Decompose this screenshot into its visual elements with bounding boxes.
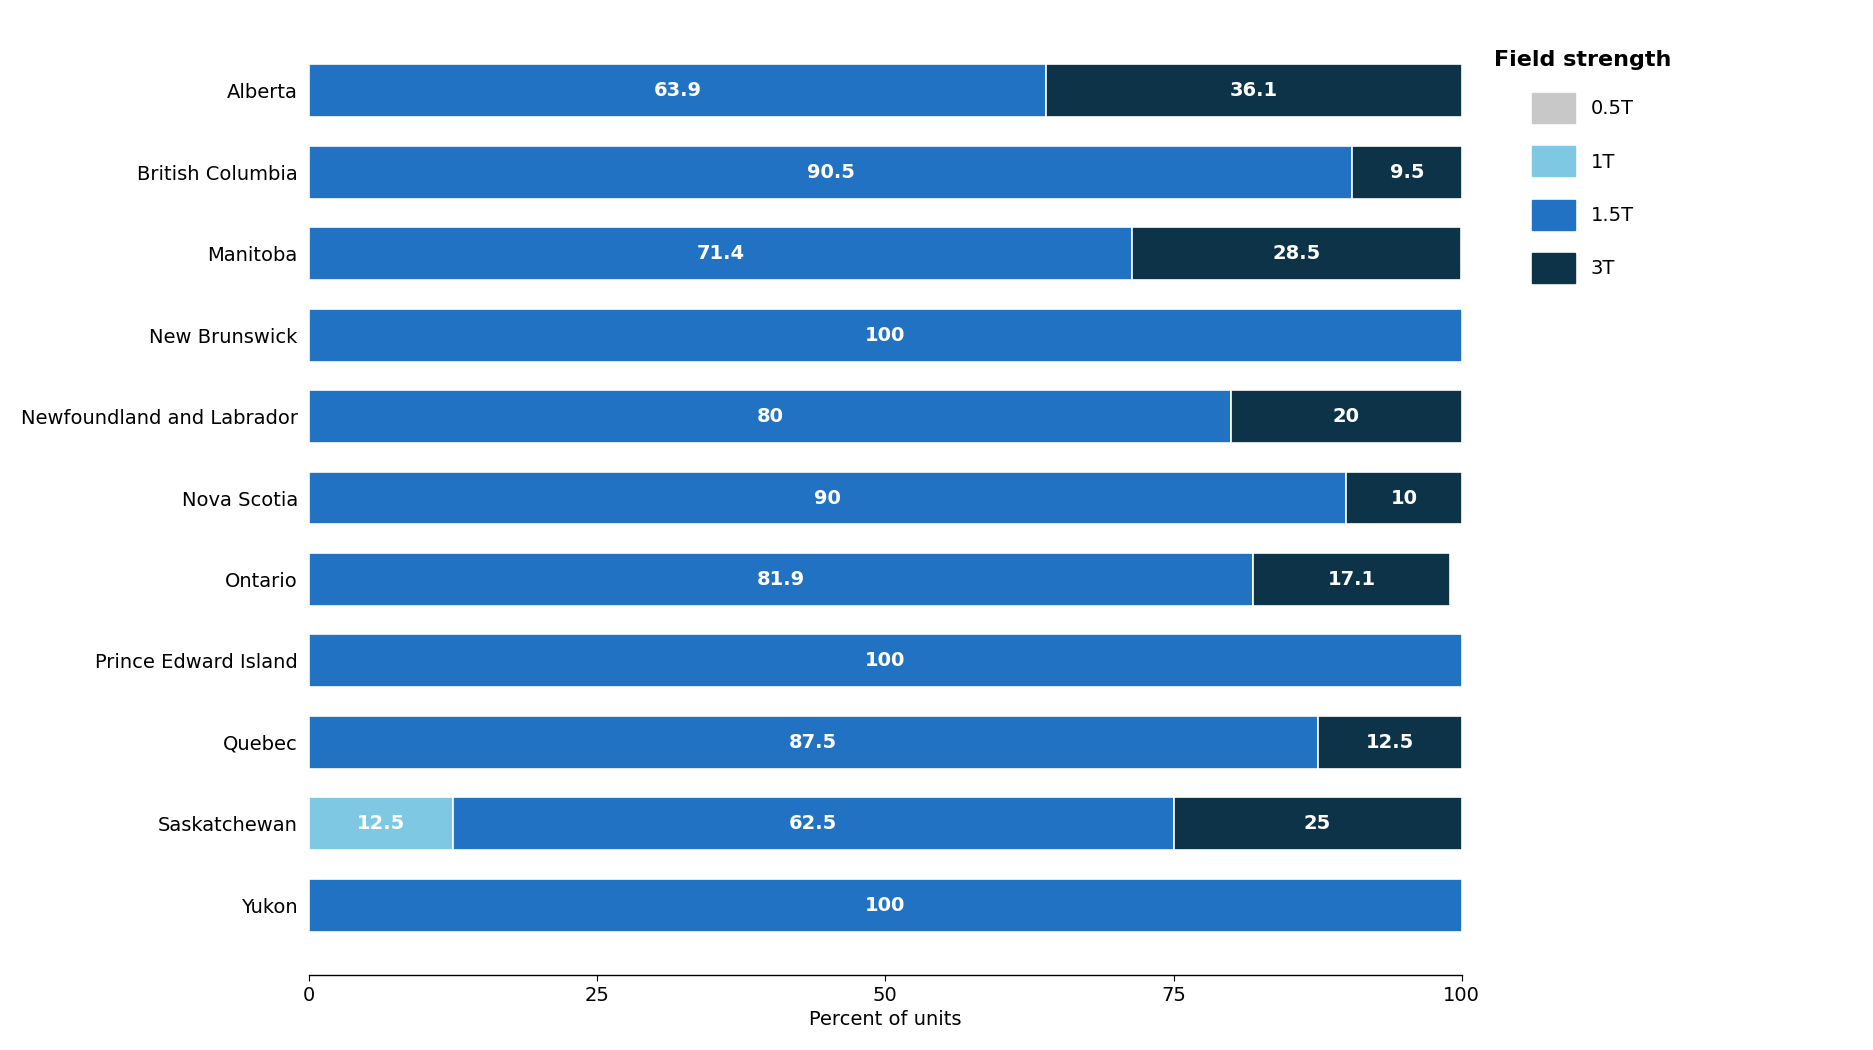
- Text: 10: 10: [1390, 488, 1416, 507]
- Text: 17.1: 17.1: [1326, 570, 1375, 589]
- Text: 28.5: 28.5: [1272, 244, 1320, 264]
- Bar: [309, 146, 1352, 198]
- Text: 90.5: 90.5: [805, 163, 854, 182]
- X-axis label: Percent of units: Percent of units: [809, 1010, 961, 1029]
- Bar: [309, 390, 1231, 443]
- Text: 87.5: 87.5: [789, 733, 837, 752]
- Text: 12.5: 12.5: [356, 815, 405, 834]
- Bar: [1345, 471, 1461, 525]
- Text: 9.5: 9.5: [1390, 163, 1423, 182]
- Bar: [309, 64, 1045, 118]
- Text: 100: 100: [865, 651, 905, 671]
- Bar: [1253, 553, 1450, 606]
- Text: 100: 100: [865, 326, 905, 344]
- Bar: [309, 879, 1461, 931]
- Text: 25: 25: [1304, 815, 1330, 834]
- Text: 71.4: 71.4: [697, 244, 744, 264]
- Bar: [309, 309, 1461, 361]
- Text: 100: 100: [865, 896, 905, 915]
- Text: 81.9: 81.9: [757, 570, 805, 589]
- Bar: [309, 797, 453, 851]
- Text: 63.9: 63.9: [654, 81, 701, 100]
- Bar: [1045, 64, 1461, 118]
- Bar: [1352, 146, 1461, 198]
- Text: 12.5: 12.5: [1365, 733, 1412, 752]
- Bar: [309, 634, 1461, 688]
- Bar: [309, 471, 1345, 525]
- Bar: [453, 797, 1172, 851]
- Bar: [309, 227, 1131, 280]
- Bar: [309, 716, 1317, 769]
- Text: 80: 80: [757, 407, 783, 426]
- Text: 36.1: 36.1: [1229, 81, 1277, 100]
- Bar: [309, 553, 1253, 606]
- Legend: 0.5T, 1T, 1.5T, 3T: 0.5T, 1T, 1.5T, 3T: [1493, 49, 1671, 284]
- Text: 62.5: 62.5: [789, 815, 837, 834]
- Bar: [1172, 797, 1461, 851]
- Bar: [1317, 716, 1461, 769]
- Text: 90: 90: [815, 488, 841, 507]
- Bar: [1131, 227, 1459, 280]
- Bar: [1231, 390, 1461, 443]
- Text: 20: 20: [1332, 407, 1360, 426]
